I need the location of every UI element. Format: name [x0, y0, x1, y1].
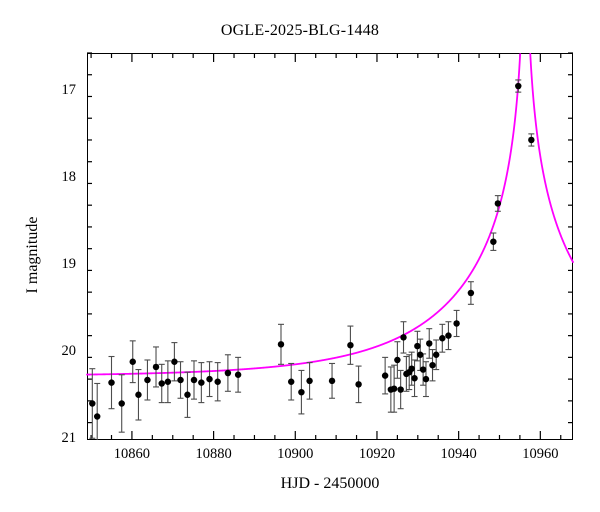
y-tick-label: 18: [61, 169, 77, 186]
x-tick-label: 10920: [358, 446, 396, 462]
y-tick-label: 17: [61, 82, 77, 99]
page-title: OGLE-2025-BLG-1448: [220, 22, 380, 39]
x-tick-label: 10900: [277, 446, 314, 462]
x-axis-label: HJD - 2450000: [280, 475, 380, 492]
plot-area: [87, 53, 573, 440]
x-tick-label: 10860: [113, 446, 151, 462]
y-tick-label: 20: [61, 343, 77, 360]
y-axis-label: I magnitude: [24, 216, 41, 294]
y-tick-label: 21: [61, 430, 77, 446]
x-tick-label: 10960: [522, 446, 559, 462]
x-tick-label: 10940: [440, 446, 477, 462]
x-tick-label: 10880: [195, 446, 232, 462]
y-tick-label: 19: [61, 256, 77, 273]
